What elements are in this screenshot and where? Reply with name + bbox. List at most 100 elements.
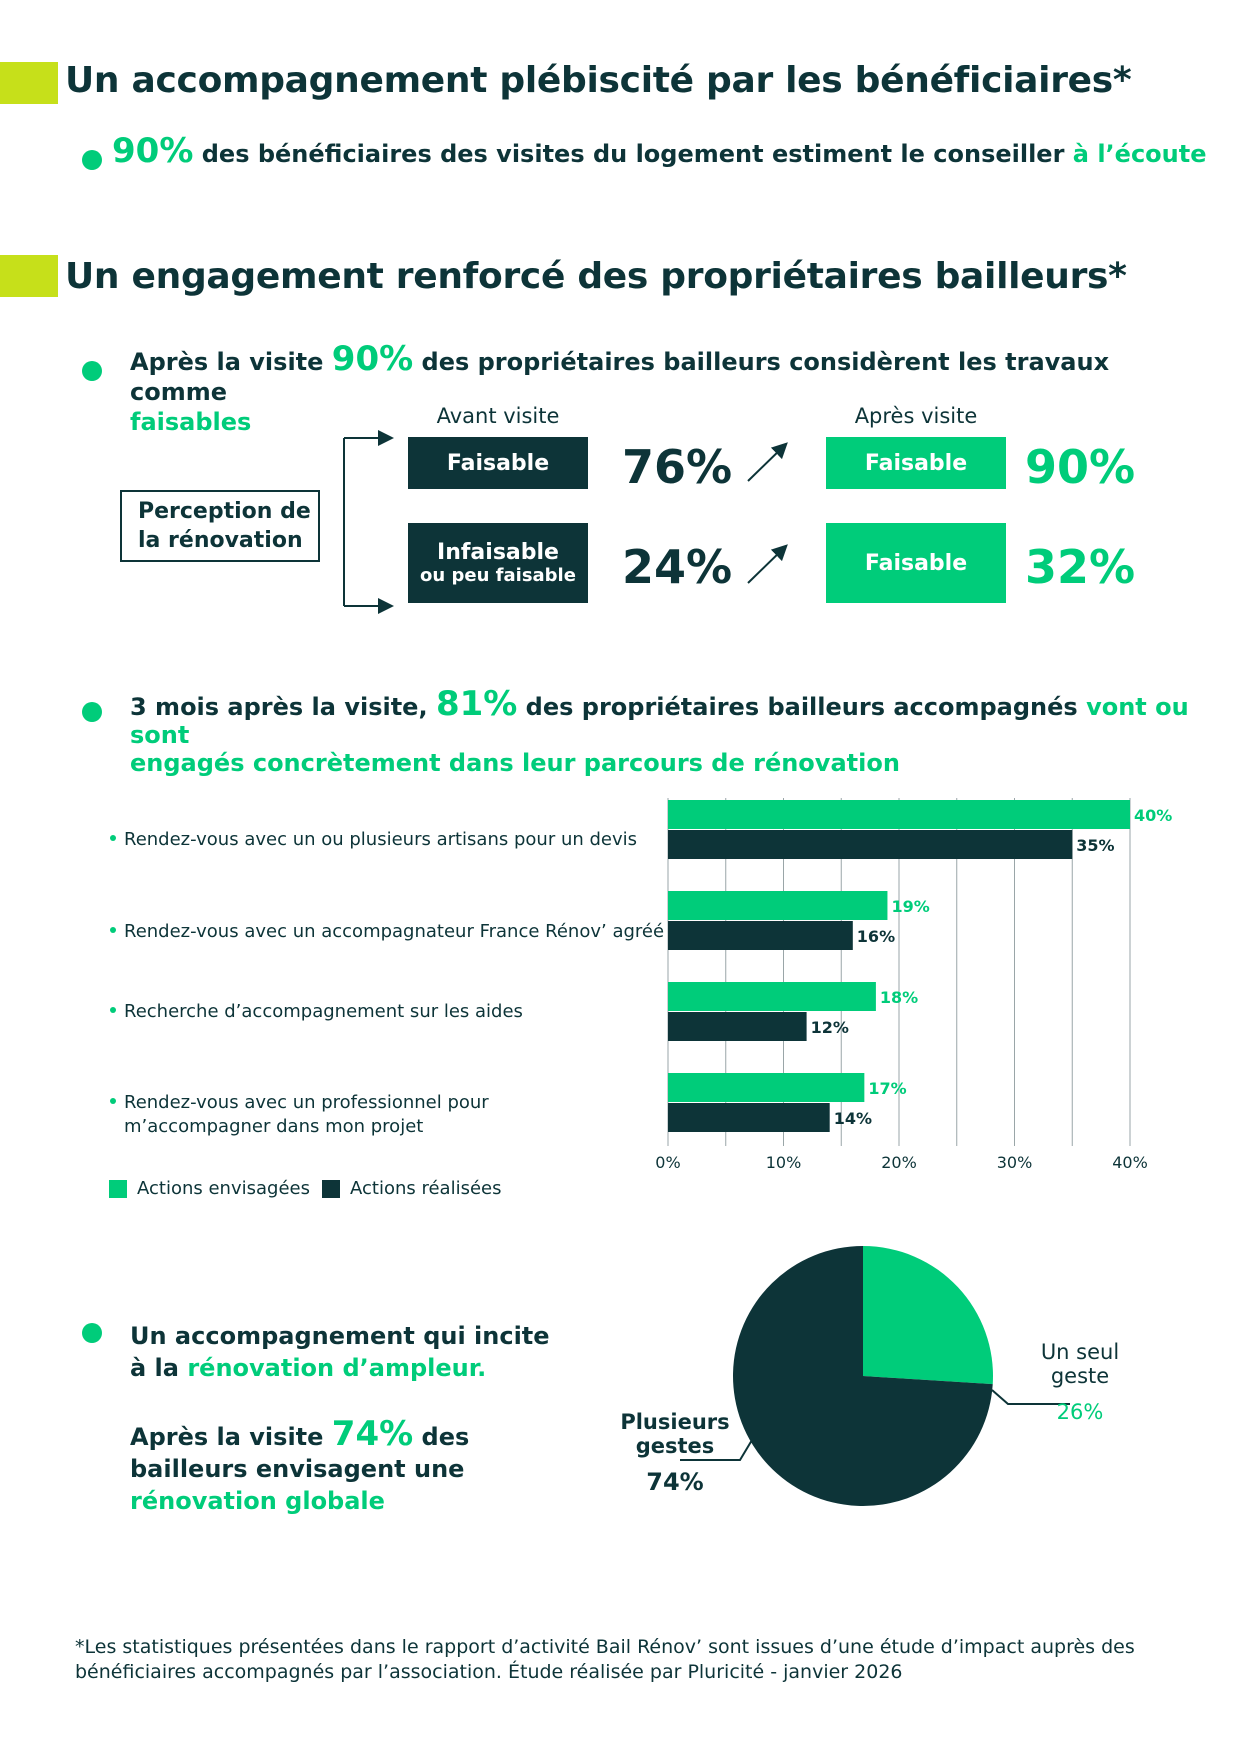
- section-marker: [0, 62, 58, 104]
- pie-slice: [863, 1246, 993, 1385]
- box-label: Faisable: [864, 550, 968, 576]
- after-feasible-box: Faisable: [826, 437, 1006, 489]
- stat-value: 74%: [331, 1414, 414, 1454]
- legend-envisaged: Actions envisagées: [109, 1178, 310, 1199]
- stat-highlight: engagés concrètement dans leur parcours …: [130, 749, 900, 777]
- bullet-dot: [110, 1098, 116, 1104]
- after-infeasible-pct: 32%: [1025, 540, 1136, 594]
- bullet-dot: [82, 150, 102, 170]
- stat-value: 90%: [331, 339, 414, 379]
- bar-value-label: 35%: [1076, 836, 1114, 855]
- before-infeasible-box: Infaisable ou peu faisable: [408, 523, 588, 603]
- perception-line1: Perception de: [138, 499, 311, 524]
- bar-value-label: 40%: [1134, 806, 1172, 825]
- stat-text: des propriétaires bailleurs accompagnés: [517, 693, 1087, 721]
- section-title: Un engagement renforcé des propriétaires…: [65, 256, 1127, 297]
- perception-box: Perception de la rénovation: [120, 490, 320, 562]
- before-header: Avant visite: [436, 404, 560, 428]
- stat-highlight: rénovation d’ampleur.: [187, 1354, 487, 1382]
- box-sublabel: ou peu faisable: [420, 565, 576, 586]
- bar-category-text: Recherche d’accompagnement sur les aides: [124, 1001, 523, 1022]
- x-tick-label: 20%: [881, 1153, 917, 1172]
- box-label: Faisable: [864, 450, 968, 476]
- bullet-dot: [82, 1323, 102, 1343]
- legend-label: Actions réalisées: [350, 1178, 502, 1199]
- after-header: Après visite: [854, 404, 978, 428]
- x-tick-label: 10%: [766, 1153, 802, 1172]
- bullet-dot: [82, 361, 102, 381]
- bar-category-label: Rendez-vous avec un professionnel pour m’…: [110, 1091, 489, 1139]
- stat-line: Après la visite: [130, 1423, 332, 1451]
- stat-highlight: à l’écoute: [1072, 140, 1207, 168]
- pie-value-multiple: 74%: [646, 1468, 704, 1496]
- statement-global: Après la visite 74% des bailleurs envisa…: [130, 1417, 470, 1517]
- after-infeasible-box: Faisable: [826, 523, 1006, 603]
- pie-label-text: Un seul: [1040, 1340, 1120, 1364]
- bar-category-text: m’accompagner dans mon projet: [124, 1116, 424, 1137]
- pie-label-text: geste: [1050, 1364, 1110, 1388]
- footnote-line: *Les statistiques présentées dans le rap…: [75, 1636, 1135, 1658]
- bar-category-text: Rendez-vous avec un professionnel pour: [124, 1092, 489, 1113]
- legend-swatch: [109, 1179, 127, 1198]
- bar-value-label: 19%: [891, 897, 929, 916]
- pie-label-single: Un seul geste: [1020, 1340, 1140, 1388]
- bullet-dot: [110, 1007, 116, 1013]
- section-title: Un accompagnement plébiscité par les bén…: [65, 60, 1132, 101]
- perception-line2: la rénovation: [138, 528, 303, 553]
- statement-listening: 90% des bénéficiaires des visites du log…: [112, 134, 1207, 169]
- legend-swatch: [322, 1179, 340, 1198]
- arrow-up-right-icon: [747, 544, 788, 584]
- stat-line: Un accompagnement qui incite: [130, 1322, 550, 1350]
- stat-value: 81%: [435, 684, 518, 724]
- bullet-dot: [82, 702, 102, 722]
- bar-category-label: Rendez-vous avec un accompagnateur Franc…: [110, 920, 664, 944]
- section-marker: [0, 255, 58, 297]
- statement-ampleur: Un accompagnement qui incite à la rénova…: [130, 1320, 550, 1384]
- stat-highlight: vont ou sont: [130, 693, 1189, 749]
- before-infeasible-pct: 24%: [622, 540, 733, 594]
- footnote-line: bénéficiaires accompagnés par l’associat…: [75, 1661, 903, 1683]
- before-feasible-box: Faisable: [408, 437, 588, 489]
- bar: [668, 800, 1130, 829]
- stat-highlight: rénovation globale: [130, 1487, 385, 1515]
- stat-line: à la: [130, 1354, 188, 1382]
- bar-value-label: 12%: [811, 1018, 849, 1037]
- legend-label: Actions envisagées: [137, 1178, 310, 1199]
- pie-label-text: gestes: [635, 1434, 715, 1458]
- bar-category-label: Rendez-vous avec un ou plusieurs artisan…: [110, 828, 637, 852]
- bar-value-label: 18%: [880, 988, 918, 1007]
- stat-prefix: 3 mois après la visite,: [130, 693, 436, 721]
- after-feasible-pct: 90%: [1025, 440, 1136, 494]
- bar-category-label: Recherche d’accompagnement sur les aides: [110, 1000, 523, 1024]
- before-feasible-pct: 76%: [622, 440, 733, 494]
- stat-highlight: faisables: [130, 408, 252, 436]
- footnote: *Les statistiques présentées dans le rap…: [75, 1635, 1165, 1685]
- bar-value-label: 16%: [857, 927, 895, 946]
- bullet-dot: [110, 927, 116, 933]
- bar: [668, 1103, 830, 1132]
- stat-text: des bénéficiaires des visites du logemen…: [193, 140, 1073, 168]
- statement-engaged: 3 mois après la visite, 81% des propriét…: [130, 687, 1210, 777]
- bar: [668, 921, 853, 950]
- bar: [668, 891, 888, 920]
- legend-realized: Actions réalisées: [322, 1178, 502, 1199]
- pie-leader-line: [680, 1429, 759, 1461]
- bar: [668, 1073, 865, 1102]
- stat-line: bailleurs envisagent une: [130, 1455, 465, 1483]
- stat-text: des propriétaires bailleurs considèrent …: [130, 348, 1110, 406]
- bar: [668, 982, 876, 1011]
- pie-label-multiple: Plusieurs gestes: [615, 1410, 735, 1458]
- bar-category-text: Rendez-vous avec un ou plusieurs artisan…: [124, 829, 638, 850]
- bar-category-text: Rendez-vous avec un accompagnateur Franc…: [124, 921, 665, 942]
- box-label: Infaisable: [437, 540, 559, 565]
- bullet-dot: [110, 835, 116, 841]
- bar-value-label: 14%: [834, 1109, 872, 1128]
- arrow-up-right-icon: [747, 442, 788, 482]
- pie-leader-line: [991, 1389, 1070, 1405]
- x-tick-label: 40%: [1112, 1153, 1148, 1172]
- stat-line: des: [413, 1423, 470, 1451]
- pie-label-text: Plusieurs: [620, 1410, 730, 1434]
